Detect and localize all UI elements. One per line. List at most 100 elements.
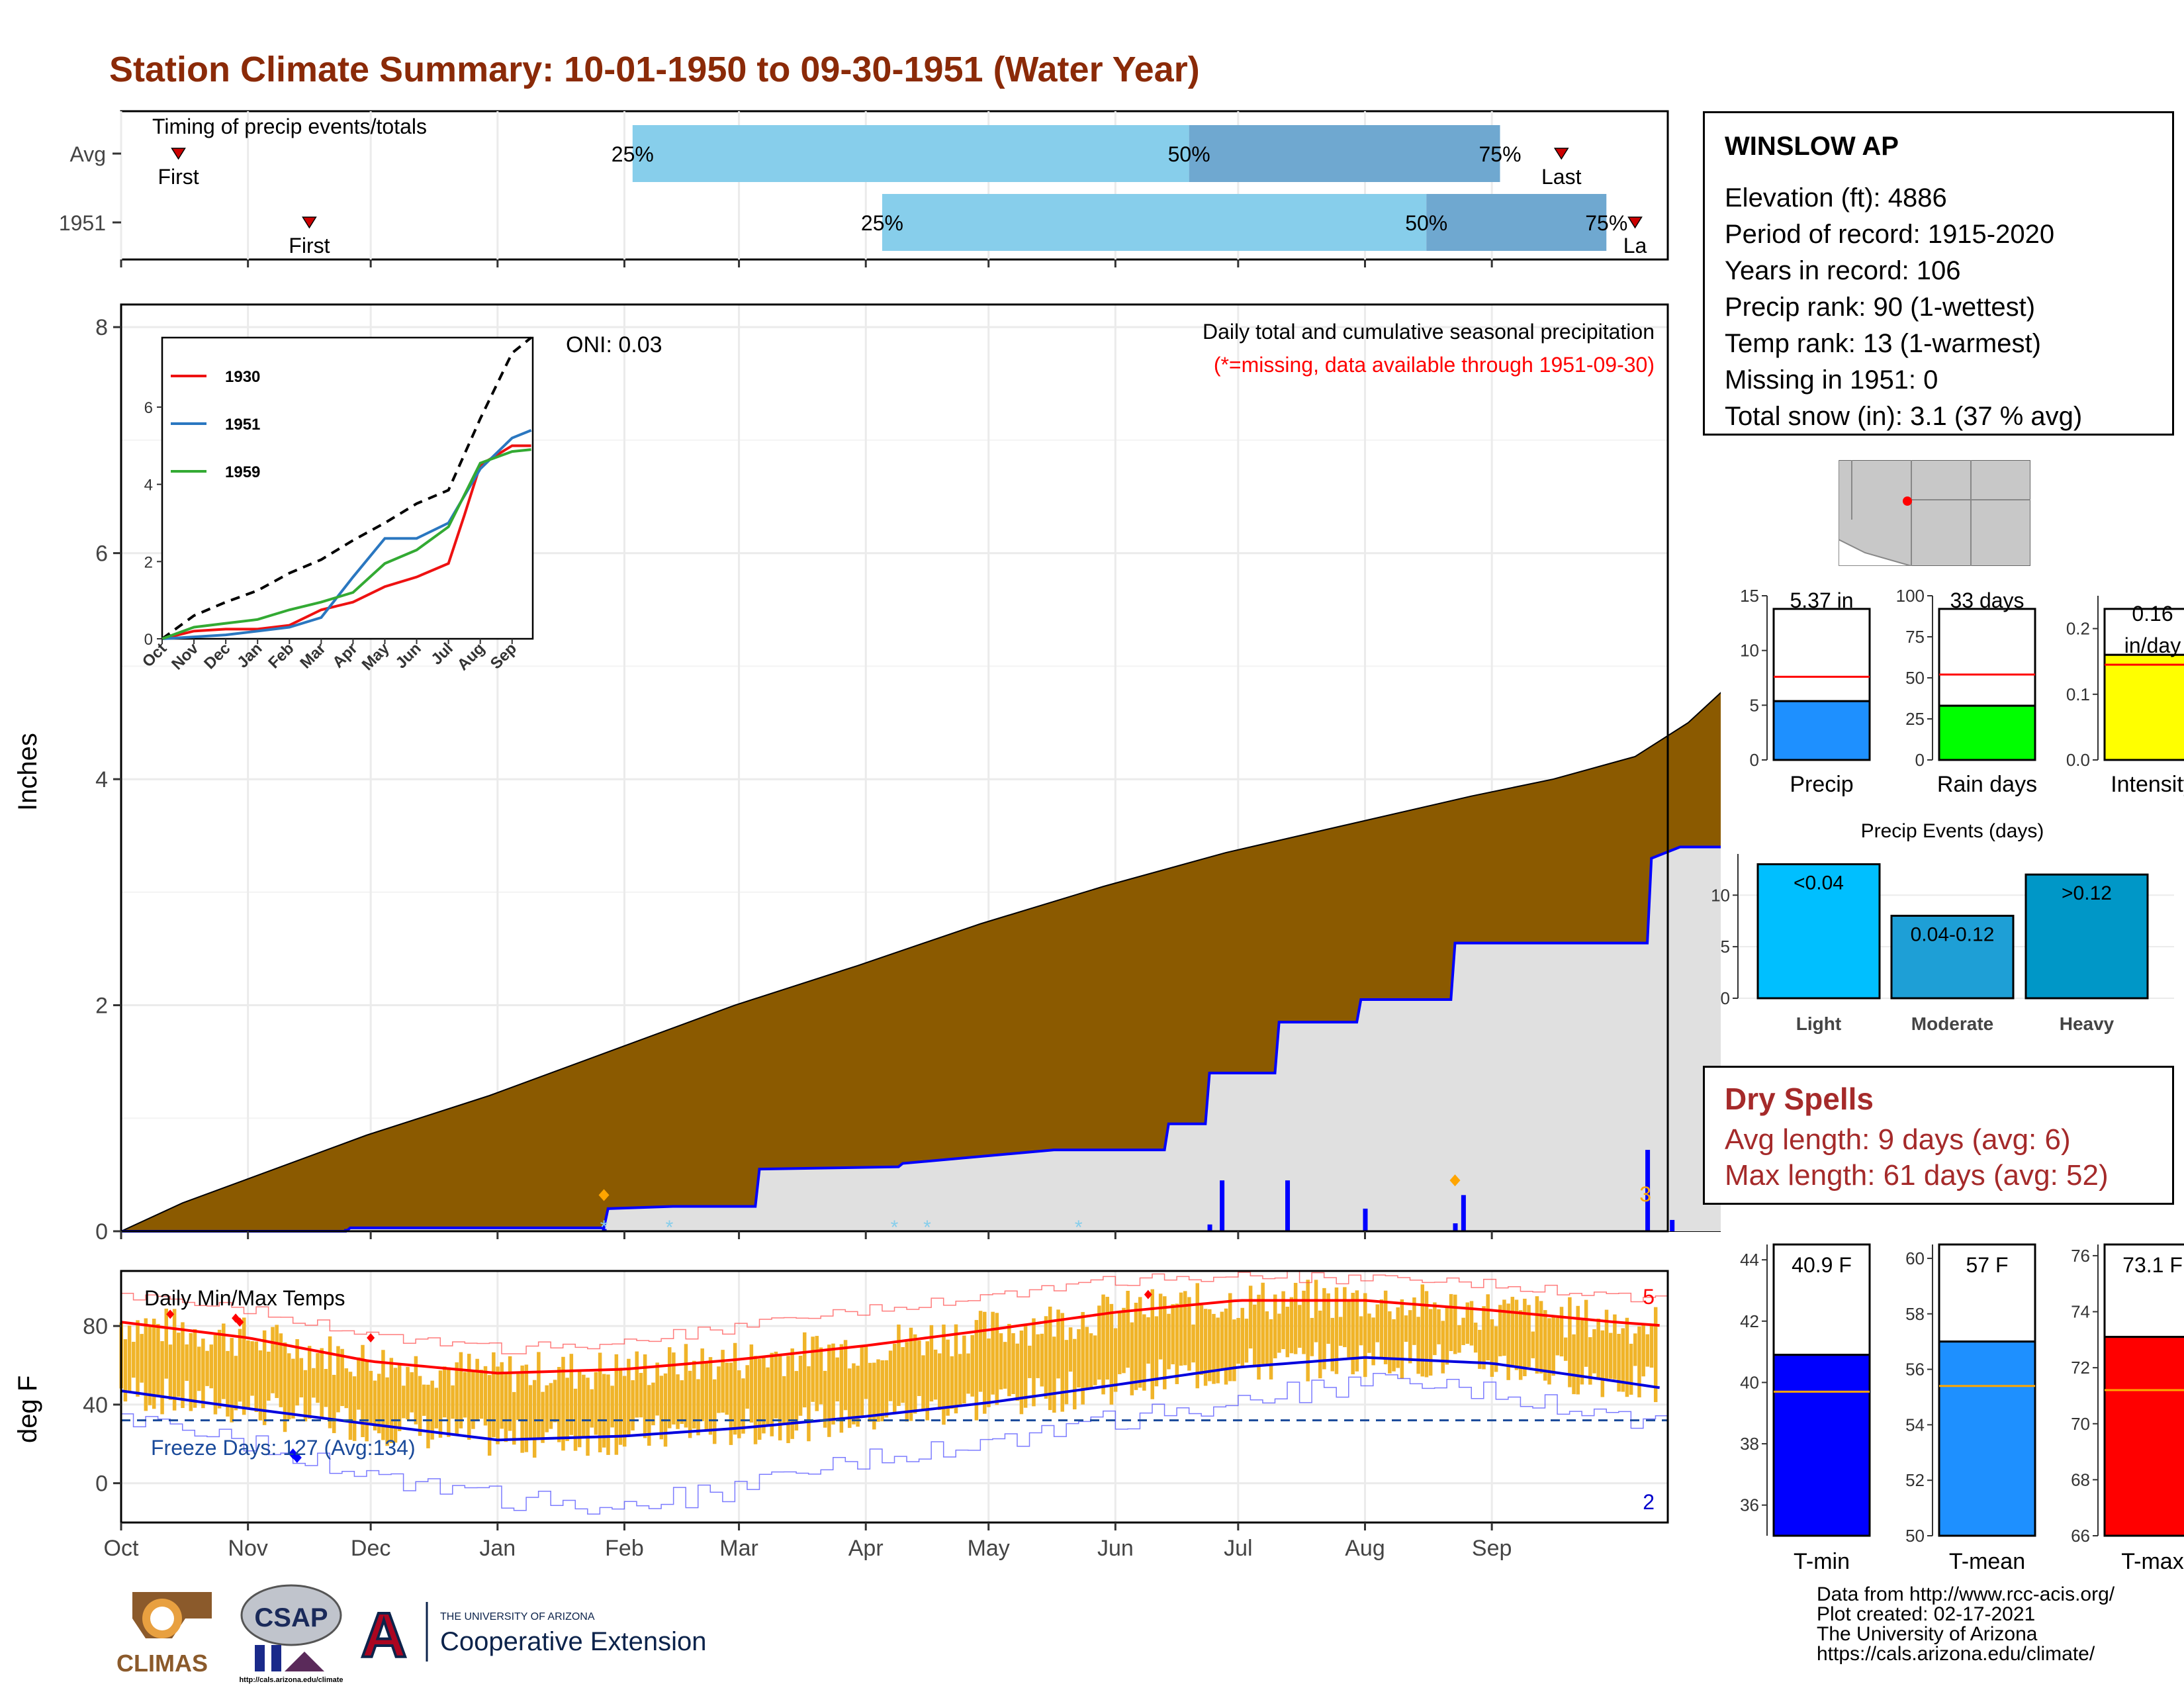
daily-temp-bar [1551,1317,1555,1376]
daily-temp-bar [1404,1315,1408,1342]
record-high-marker [367,1333,375,1342]
heavy-event-marker [598,1189,610,1201]
temp-bar-y-tick-label: 54 [1905,1415,1925,1434]
daily-temp-bar [1232,1319,1236,1382]
daily-temp-bar [1089,1333,1093,1389]
daily-temp-bar [279,1333,283,1407]
daily-temp-bar [1514,1299,1519,1370]
station-temp-rank: Temp rank: 13 (1-warmest) [1725,329,2041,358]
daily-temp-bar [1150,1289,1154,1399]
summary-y-tick-label: 0.2 [2066,619,2090,639]
daily-temp-bar [1036,1334,1040,1378]
inset-series-avg [161,336,532,640]
daily-temp-bar [893,1343,897,1413]
daily-temp-bar [1032,1318,1036,1407]
daily-temp-bar [1298,1305,1302,1348]
station-period: Period of record: 1915-2020 [1725,220,2055,249]
events-y-tick-label: 0 [1721,988,1730,1008]
daily-temp-bar [512,1391,516,1445]
daily-temp-bar [467,1354,471,1440]
timing-p25-label: 25% [861,211,903,235]
daily-temp-bar [1433,1302,1437,1356]
daily-temp-bar [1334,1287,1339,1374]
daily-temp-bar [434,1387,439,1429]
daily-temp-bar [1224,1308,1228,1385]
daily-temp-bar [1023,1324,1028,1408]
daily-temp-bar [1347,1301,1351,1358]
temp-header: Daily Min/Max Temps [144,1286,345,1310]
daily-temp-bar [365,1360,369,1442]
precip-events-chart: Precip Events (days) <0.04 Light 0.04-0.12 M… [1711,820,2174,1034]
daily-temp-bar [455,1362,459,1435]
daily-temp-bar [549,1383,553,1429]
daily-temp-bar [884,1360,889,1418]
daily-temp-bar [978,1311,983,1392]
daily-temp-bar [1613,1314,1617,1380]
daily-temp-bar [1608,1333,1613,1379]
record-high-marker [236,1317,244,1327]
daily-temp-bar [1134,1303,1138,1390]
daily-temp-bar [1371,1317,1375,1366]
map-mexico-area [1839,460,1912,566]
dry-spells-avg: Avg length: 9 days (avg: 6) [1725,1123,2071,1156]
daily-temp-bar [1167,1313,1171,1370]
daily-temp-bar [909,1327,913,1421]
temp-bar-label: T-max [2121,1549,2183,1574]
month-axis-label: Feb [605,1536,644,1561]
daily-temp-bar [1412,1297,1416,1345]
inset-y-tick-label: 0 [144,631,153,649]
daily-temp-bar [1203,1309,1208,1386]
daily-temp-bar [447,1367,451,1437]
daily-temp-bar [729,1362,733,1445]
inset-y-tick-label: 2 [144,553,153,571]
temp-bar-value: 73.1 F [2122,1253,2183,1277]
daily-temp-bar [1559,1307,1564,1357]
daily-temp-bar [1461,1317,1465,1345]
daily-temp-bar [144,1318,148,1411]
avg-tmin-line [120,1356,1660,1442]
daily-temp-bar [1236,1317,1240,1364]
inset-legend-label: 1930 [225,368,260,386]
daily-temp-bar [1617,1333,1621,1392]
daily-temp-bar [1228,1293,1232,1382]
timing-label: Timing of precip events/totals [152,115,427,138]
event-bar-value: 0.04-0.12 [1911,923,1995,945]
csap-cloud [240,1584,342,1646]
precip-y-tick-label: 0 [95,1219,108,1244]
daily-temp-bar [1633,1333,1637,1366]
daily-temp-bar [492,1352,496,1438]
daily-temp-bar [234,1356,238,1411]
daily-temp-bar [516,1374,520,1421]
precip-panel: * * * * * 0 2 4 6 8 Daily total and cumulative sea… [95,303,1721,1244]
daily-temp-bar [868,1362,872,1422]
daily-temp-bar [1637,1326,1641,1397]
daily-temp-bar [1113,1328,1118,1392]
events-y-tick-label: 5 [1721,937,1730,957]
summary-bar-outline [1772,608,1871,702]
daily-temp-bar [1543,1310,1547,1381]
daily-temp-bar [643,1354,647,1438]
daily-temp-bar [995,1313,999,1405]
record-low-marker [292,1452,302,1464]
station-snow: Total snow (in): 3.1 (37 % avg) [1725,402,2083,431]
summary-value-label: 0.16 [2132,602,2173,626]
daily-temp-bar [1138,1297,1142,1388]
daily-temp-bar [1318,1310,1322,1379]
temp-bar-y-tick-label: 72 [2071,1358,2090,1378]
daily-temp-bar [1653,1307,1658,1403]
daily-temp-bar [1101,1294,1105,1395]
daily-temp-bar [717,1366,721,1413]
daily-temp-bar [708,1357,713,1435]
daily-temp-bar [586,1378,590,1456]
daily-temp-bar [618,1368,623,1445]
record-high-line [121,1270,1668,1354]
daily-temp-bar [389,1358,394,1443]
daily-temp-bar [1208,1309,1212,1382]
daily-temp-bar [794,1371,799,1431]
daily-precip-bar [1461,1195,1466,1231]
daily-temp-bar [802,1332,807,1408]
daily-temp-bar [1580,1320,1584,1385]
temp-bar-y-tick-label: 40 [1740,1372,1759,1392]
daily-temp-bar [1441,1321,1445,1374]
daily-temp-bar [475,1358,479,1421]
